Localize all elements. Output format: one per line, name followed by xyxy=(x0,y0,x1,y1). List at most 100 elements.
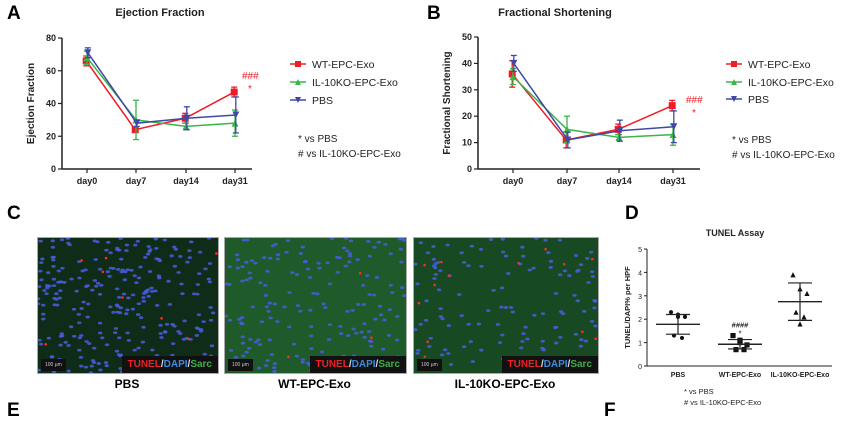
ef-series-line-0 xyxy=(85,60,235,131)
fs-annotation-hash: ### xyxy=(686,95,703,106)
ef-legend-marker xyxy=(295,61,301,67)
stain-dapi: DAPI xyxy=(163,359,188,370)
ef-y-tick-label: 20 xyxy=(46,131,56,141)
ef-data-point xyxy=(133,119,141,127)
ef-x-tick-label: day7 xyxy=(126,176,147,186)
tunel-data-point xyxy=(797,321,803,327)
fs-x-tick-label: day14 xyxy=(606,176,632,186)
fs-y-tick-label: 20 xyxy=(462,111,472,121)
fs-data-point xyxy=(668,102,676,110)
tunel-y-tick-label: 0 xyxy=(638,364,642,371)
scale-bar: 100 μm xyxy=(417,359,442,371)
fs-legend-marker xyxy=(731,79,737,85)
nuclei-overlay xyxy=(225,238,406,373)
micrograph-image: 100 μm TUNEL/DAPI/Sarc xyxy=(37,237,219,374)
fs-series-line-1 xyxy=(512,76,674,139)
ef-annotation-star: * xyxy=(248,84,252,95)
fs-y-tick-label: 0 xyxy=(467,164,472,174)
fs-data-point xyxy=(509,73,517,81)
panel-label-a: A xyxy=(7,3,21,24)
ef-data-point xyxy=(230,88,238,96)
tunel-footnote: # vs IL-10KO-EPC-Exo xyxy=(684,398,761,407)
ef-legend-entry: PBS xyxy=(312,95,333,107)
panel-label-f: F xyxy=(604,400,616,421)
ef-annotation-hash: ### xyxy=(242,71,259,82)
ef-legend-marker xyxy=(295,97,301,103)
fs-x-tick-label: day31 xyxy=(660,176,686,186)
stain-sep: / xyxy=(160,359,164,370)
fs-data-point xyxy=(563,125,571,133)
tunel-title: TUNEL Assay xyxy=(706,228,765,238)
tunel-footnote: * vs PBS xyxy=(684,387,714,396)
ef-footnote: * vs PBS xyxy=(298,134,338,145)
stain-dapi: DAPI xyxy=(543,359,568,370)
tunel-data-point xyxy=(801,314,807,320)
micrograph-image: 100 μm TUNEL/DAPI/Sarc xyxy=(413,237,599,374)
fs-y-tick-label: 30 xyxy=(462,85,472,95)
fs-series-line-2 xyxy=(513,62,674,141)
ef-data-point xyxy=(84,49,92,57)
ef-footnote: # vs IL-10KO-EPC-Exo xyxy=(298,149,401,160)
stain-tunel: TUNEL xyxy=(127,359,161,370)
ef-x-tick-label: day14 xyxy=(173,176,199,186)
fs-data-point xyxy=(510,59,518,67)
tunel-y-tick-label: 3 xyxy=(638,294,642,301)
tunel-data-point xyxy=(793,309,799,315)
fs-y-tick-label: 10 xyxy=(462,138,472,148)
fs-y-tick-label: 50 xyxy=(462,32,472,42)
fs-legend-marker xyxy=(731,96,737,102)
tunel-data-point xyxy=(682,314,688,319)
tunel-annotation-hash: #### xyxy=(732,321,750,330)
stain-sep: / xyxy=(375,359,379,370)
stain-tunel: TUNEL xyxy=(315,359,349,370)
tunel-y-tick-label: 2 xyxy=(638,317,642,324)
micrograph-image: 100 μm TUNEL/DAPI/Sarc xyxy=(224,237,407,374)
ef-series-line-1 xyxy=(86,57,236,128)
micrograph-label: IL-10KO-EPC-Exo xyxy=(454,377,556,391)
micrograph-label: WT-EPC-Exo xyxy=(278,377,351,391)
panel-label-b: B xyxy=(427,3,441,24)
fs-data-point xyxy=(615,133,623,141)
stain-sarc: Sarc xyxy=(190,359,212,370)
tunel-annotation-star: * xyxy=(738,330,741,339)
fs-x-tick-label: day0 xyxy=(503,176,524,186)
stain-sarc: Sarc xyxy=(378,359,400,370)
fs-legend-marker xyxy=(731,61,737,67)
panel-label-e: E xyxy=(7,400,20,421)
ef-y-tick-label: 80 xyxy=(46,33,56,43)
tunel-x-tick-label: PBS xyxy=(671,372,686,379)
ef-y-tick-label: 0 xyxy=(51,164,56,174)
nuclei-overlay xyxy=(38,238,218,373)
fs-series-line-0 xyxy=(511,73,673,141)
tunel-data-point xyxy=(679,335,685,341)
stain-tunel: TUNEL xyxy=(507,359,541,370)
fs-data-point xyxy=(508,70,516,78)
ef-legend-entry: IL-10KO-EPC-Exo xyxy=(312,77,398,89)
ef-x-tick-label: day31 xyxy=(222,176,248,186)
fs-data-point xyxy=(616,127,624,135)
stain-sarc: Sarc xyxy=(570,359,592,370)
ef-y-tick-label: 60 xyxy=(46,66,56,76)
ef-data-point xyxy=(232,111,240,119)
fs-x-tick-label: day7 xyxy=(557,176,578,186)
ef-series-line-2 xyxy=(87,52,236,124)
fs-y-axis-label: Fractional Shortening xyxy=(442,51,453,154)
ef-legend-entry: WT-EPC-Exo xyxy=(312,59,375,71)
ef-title: Ejection Fraction xyxy=(115,7,205,19)
fs-footnote: * vs PBS xyxy=(732,135,772,146)
fs-data-point xyxy=(564,136,572,144)
stain-sep: / xyxy=(567,359,571,370)
fs-legend-entry: WT-EPC-Exo xyxy=(748,59,811,71)
fs-data-point xyxy=(670,123,678,131)
tunel-data-point xyxy=(804,290,810,297)
stain-legend: TUNEL/DAPI/Sarc xyxy=(121,356,218,373)
ef-data-point xyxy=(183,114,191,122)
nuclei-overlay xyxy=(414,238,598,372)
tunel-data-point xyxy=(790,272,796,278)
tunel-y-tick-label: 5 xyxy=(638,247,642,254)
scale-bar: 100 μm xyxy=(41,359,66,371)
fs-legend-entry: IL-10KO-EPC-Exo xyxy=(748,77,834,89)
panel-label-d: D xyxy=(625,203,639,224)
tunel-y-tick-label: 4 xyxy=(638,270,642,277)
stain-sep: / xyxy=(187,359,191,370)
